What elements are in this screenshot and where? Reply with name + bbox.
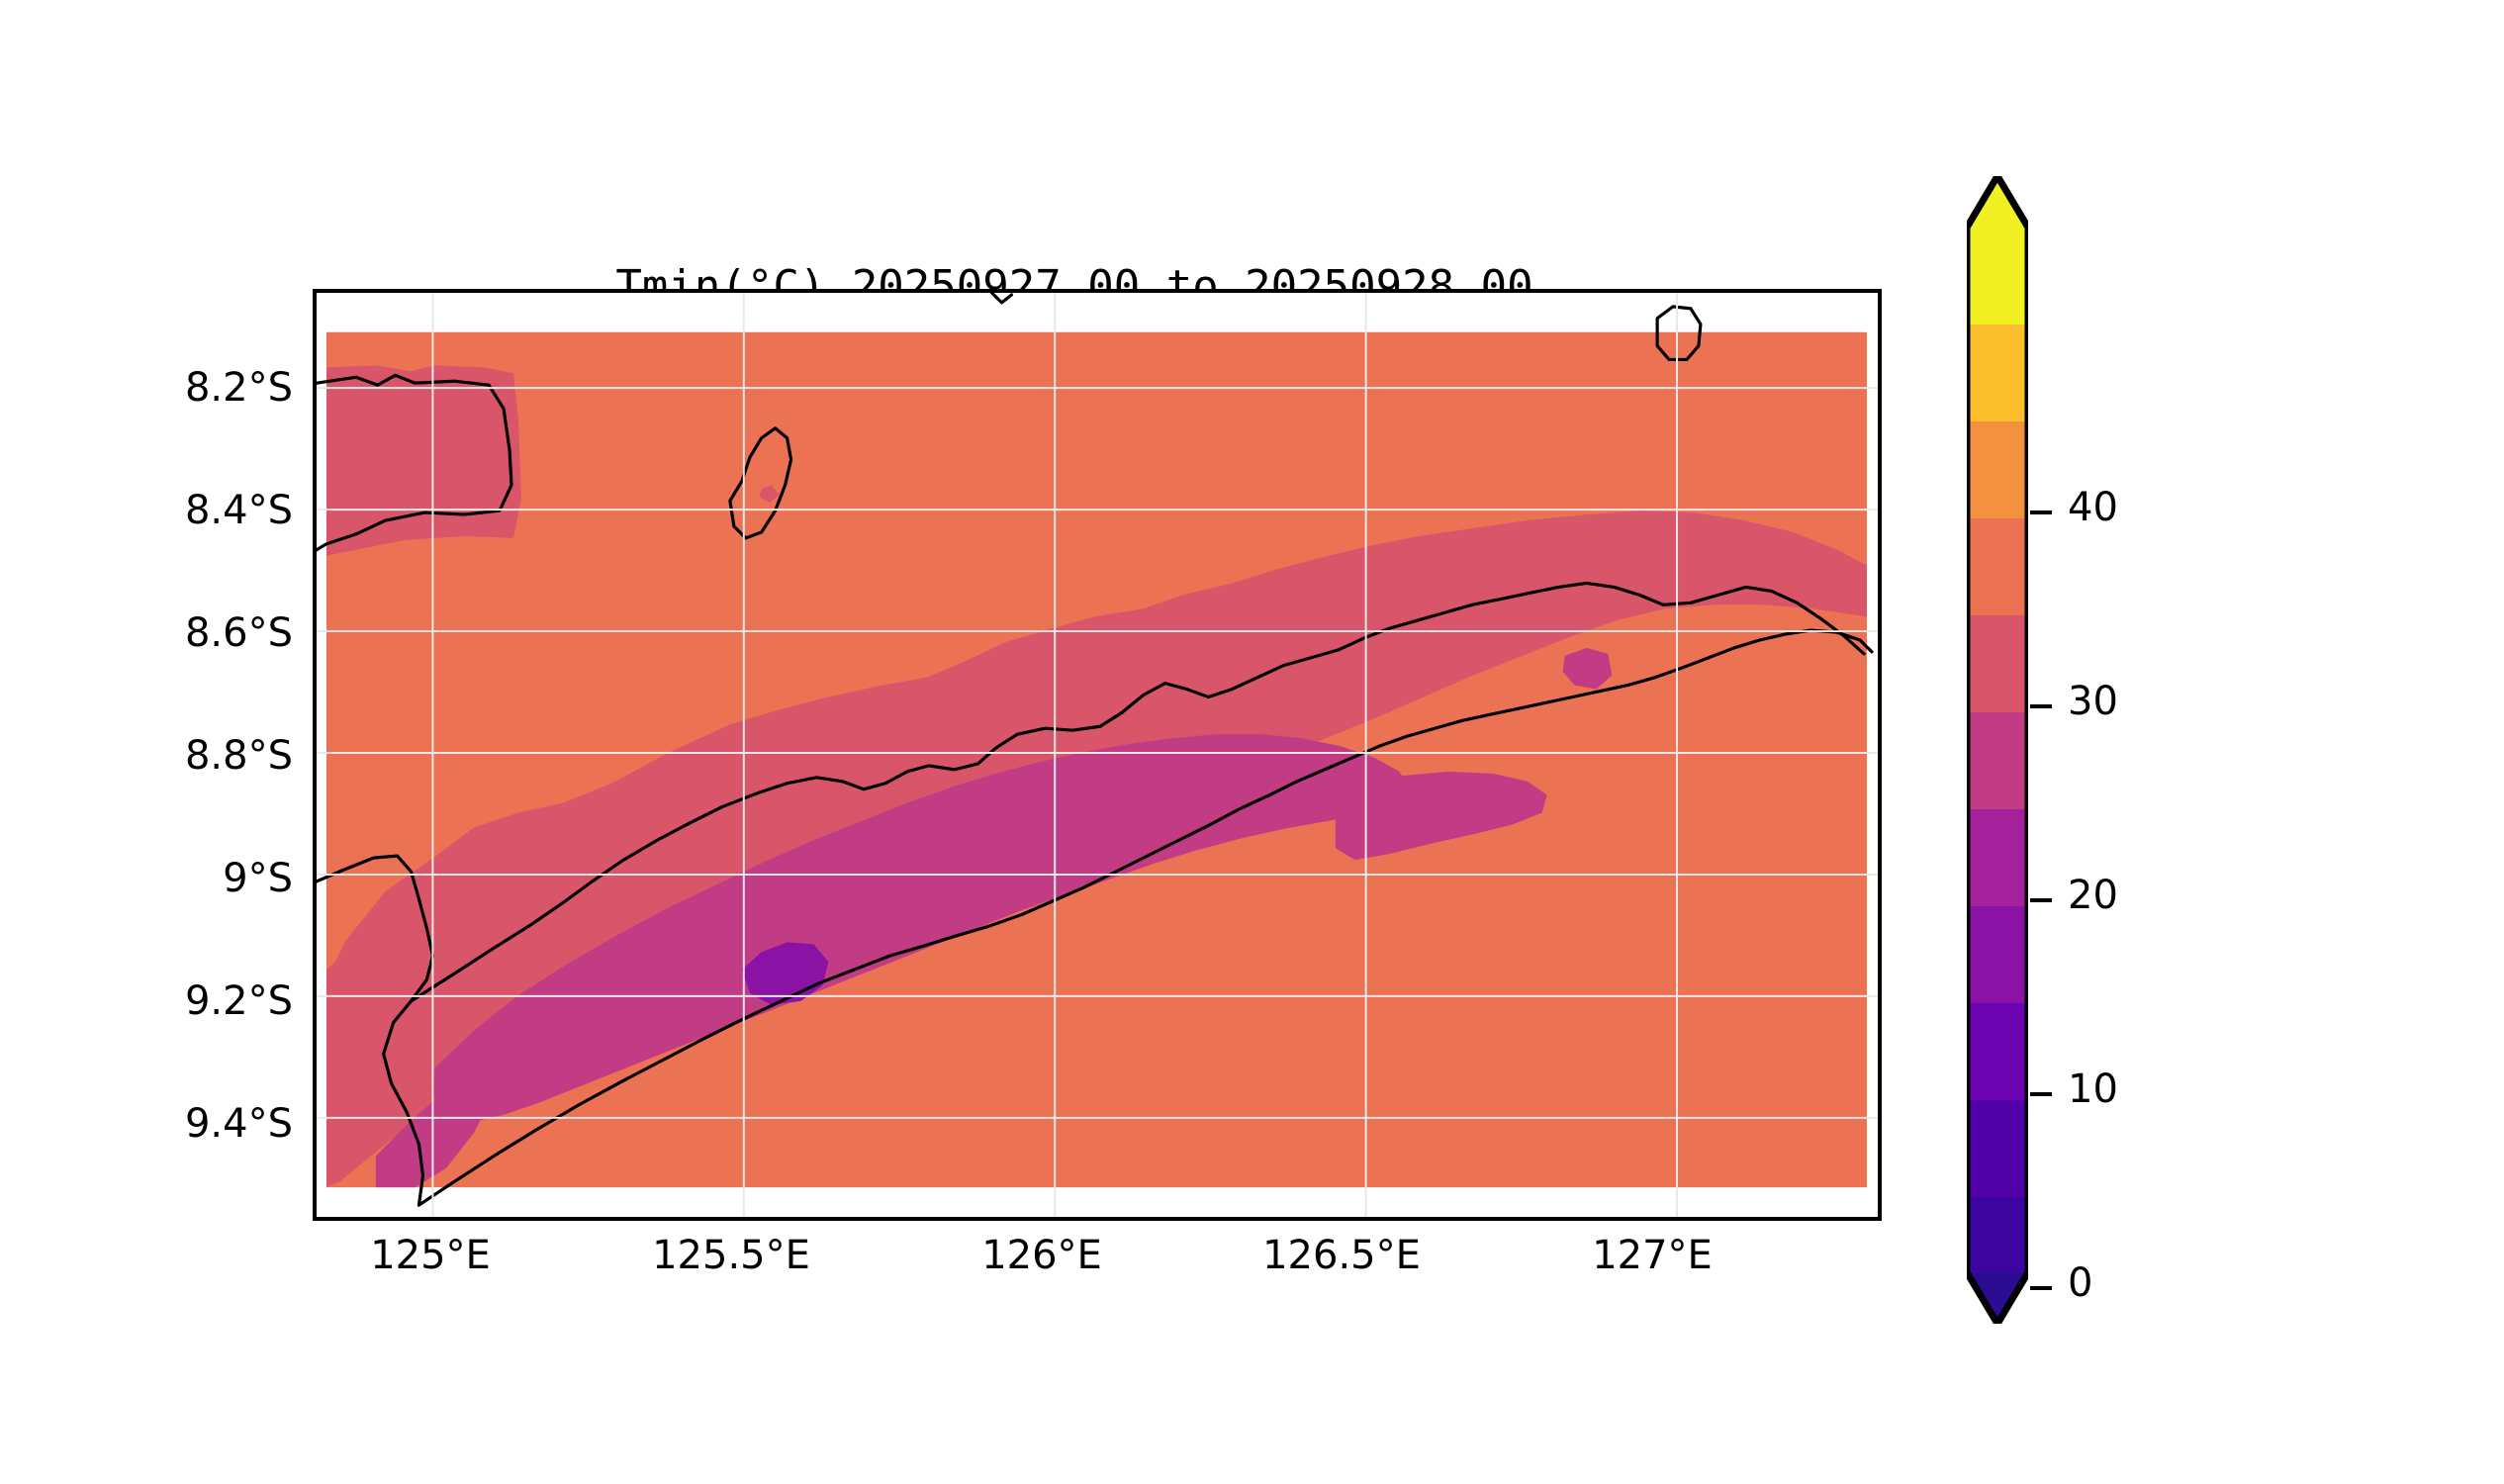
y-tick-label-3: 8.8°S <box>184 733 293 779</box>
colorbar-tick-label-20: 20 <box>2068 873 2118 918</box>
colorbar-band-20-25 <box>1967 615 2028 712</box>
x-tick-label-2: 126°E <box>981 1233 1102 1278</box>
coastline-south <box>417 628 1874 1207</box>
map-axes[interactable] <box>313 289 1882 1221</box>
contour-band-20-25-sw <box>325 900 430 1176</box>
colorbar-extend-min <box>1967 1272 2028 1324</box>
colorbar-tick-label-30: 30 <box>2068 679 2118 724</box>
colorbar-tick-label-0: 0 <box>2068 1260 2093 1306</box>
colorbar-band-25-30 <box>1967 518 2028 615</box>
contour-band-15-20-tail <box>1335 771 1547 861</box>
coastline-atauro-island <box>728 426 793 540</box>
coastline-northwest <box>317 373 513 552</box>
colorbar[interactable] <box>1967 176 2028 1324</box>
contour-band-20-25-belt <box>325 510 1868 1188</box>
colorbar-tickmark-20 <box>2030 898 2052 902</box>
colorbar-band-neg5-0 <box>1967 1100 2028 1197</box>
colorbar-band-35-40 <box>1967 325 2028 421</box>
coastline-top-islet <box>989 293 1014 305</box>
colorbar-band-0-5 <box>1967 1003 2028 1100</box>
contour-band-15-20-spot <box>1562 647 1613 690</box>
coastline-ne-islet <box>1655 305 1703 362</box>
colorbar-tickmark-0 <box>2030 1286 2052 1290</box>
y-tick-label-0: 8.2°S <box>184 365 293 411</box>
colorbar-band-10-15 <box>1967 809 2028 906</box>
y-tick-label-6: 9.4°S <box>184 1101 293 1147</box>
colorbar-extend-max <box>1967 176 2028 228</box>
colorbar-band-15-20 <box>1967 712 2028 809</box>
colorbar-band-40-45 <box>1967 228 2028 325</box>
coastline-north <box>317 854 434 1207</box>
colorbar-tickmark-40 <box>2030 510 2052 514</box>
x-tick-label-0: 125°E <box>370 1233 491 1278</box>
x-tick-label-3: 126.5°E <box>1262 1233 1421 1278</box>
map-plot-area <box>317 293 1878 1217</box>
colorbar-band-5-10 <box>1967 906 2028 1003</box>
colorbar-band-30-35 <box>1967 421 2028 518</box>
y-tick-label-2: 8.6°S <box>184 610 293 656</box>
colorbar-tick-label-40: 40 <box>2068 485 2118 530</box>
colorbar-band-neg10-neg5 <box>1967 1197 2028 1272</box>
coastline-layer <box>317 293 1874 1207</box>
contour-fills <box>325 331 1868 1188</box>
contour-map <box>317 293 1878 1217</box>
y-tick-label-1: 8.4°S <box>184 488 293 533</box>
contour-band-15-20-core <box>432 734 1410 1123</box>
x-tick-label-4: 127°E <box>1592 1233 1713 1278</box>
contour-band-20-25-islet <box>759 485 780 504</box>
colorbar-tickmark-30 <box>2030 704 2052 708</box>
colorbar-tick-label-10: 10 <box>2068 1067 2118 1112</box>
coastline-main-north <box>409 581 1866 1003</box>
contour-band-20-25-nw <box>325 365 521 556</box>
gridlines <box>317 293 1878 1217</box>
y-tick-label-5: 9.2°S <box>184 978 293 1024</box>
y-tick-label-4: 9°S <box>223 856 293 901</box>
colorbar-tickmark-10 <box>2030 1092 2052 1096</box>
colorbar-svg <box>1967 176 2028 1324</box>
x-tick-label-1: 125.5°E <box>652 1233 810 1278</box>
